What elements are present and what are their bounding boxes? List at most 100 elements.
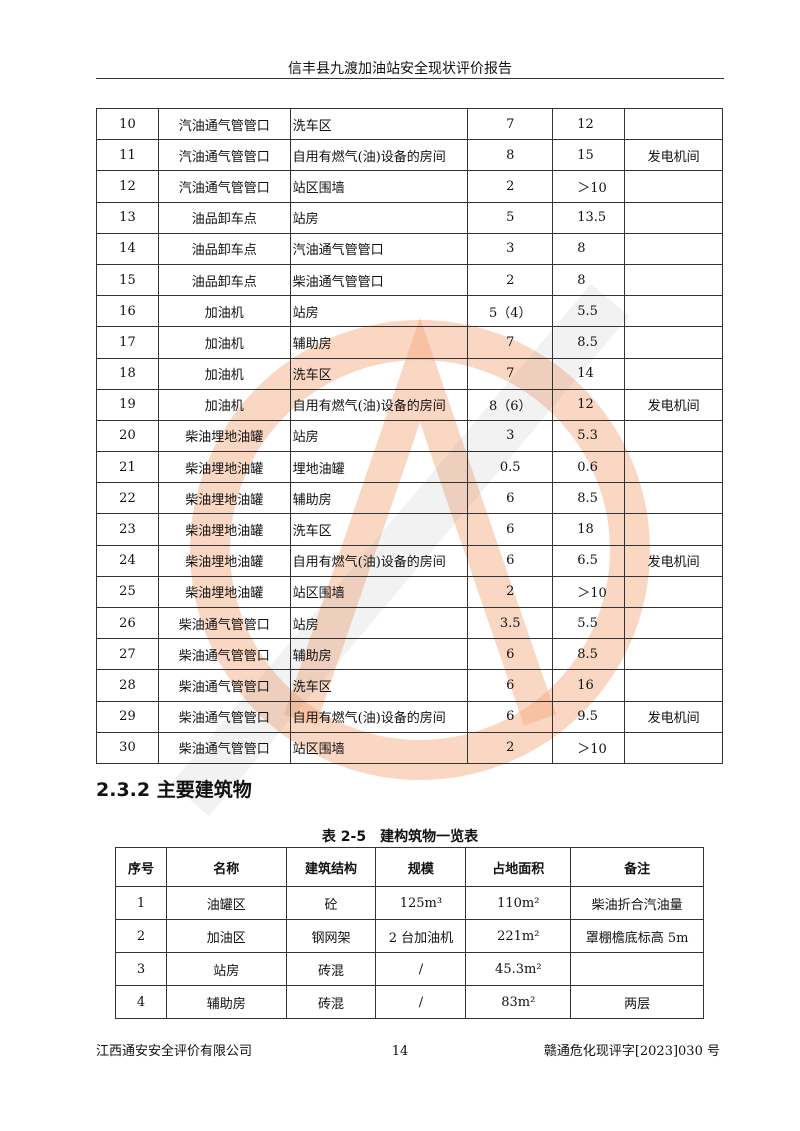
table-cell: 站房 [289, 201, 469, 234]
table-cell: 6 [467, 700, 554, 733]
table-cell: 埋地油罐 [289, 451, 469, 484]
table-cell: 18 [552, 513, 626, 546]
table-cell [624, 419, 723, 453]
table-cell: 2 [467, 731, 554, 764]
table-cell: / [375, 952, 467, 986]
table-cell [624, 575, 723, 609]
table-cell: 自用有燃气(油)设备的房间 [289, 388, 469, 421]
table-cell: 站房 [165, 952, 287, 986]
table-cell: 柴油通气管管口 [289, 263, 469, 297]
table-cell: 6 [467, 482, 554, 515]
table-cell: 18 [96, 357, 159, 390]
table-cell: 发电机间 [624, 700, 723, 733]
table-row: 22 柴油埋地油罐 辅助房 6 8.5 [96, 482, 723, 515]
table-cell: 5.3 [552, 419, 626, 453]
table-cell: 12 [552, 388, 626, 421]
table-cell: 自用有燃气(油)设备的房间 [289, 139, 469, 172]
table-cell: 汽油通气管管口 [157, 107, 291, 141]
table-cell: 辅助房 [289, 326, 469, 359]
table-cell: 柴油通气管管口 [157, 731, 291, 764]
table-row: 14 油品卸车点 汽油通气管管口 3 8 [96, 232, 723, 265]
distance-table: 10 汽油通气管管口 洗车区 7 12 11 汽油通气管管口 自用有燃气(油)设备的房间 8 15… [96, 107, 723, 764]
table-cell: 油品卸车点 [157, 263, 291, 297]
table-cell: 油罐区 [165, 886, 287, 920]
table-row: 23 柴油埋地油罐 洗车区 6 18 [96, 513, 723, 546]
section-heading: 2.3.2 主要建筑物 [96, 779, 252, 801]
table-cell: ＞10 [552, 731, 626, 764]
table-cell [624, 669, 723, 702]
table-cell: 辅助房 [165, 985, 287, 1019]
table-cell: 汽油通气管管口 [157, 170, 291, 203]
table-cell [624, 606, 723, 640]
table-cell: 29 [96, 700, 159, 733]
table-cell: 6 [467, 513, 554, 546]
table-cell: 8.5 [552, 638, 626, 671]
table-cell: 洗车区 [289, 513, 469, 546]
page-header: 信丰县九渡加油站安全现状评价报告 [288, 61, 512, 77]
table-cell: 柴油折合汽油量 [570, 886, 704, 920]
table-cell [570, 952, 704, 986]
table-cell: 站房 [289, 419, 469, 453]
table-cell: 辅助房 [289, 482, 469, 515]
footer-company: 江西通安安全评价有限公司 [96, 1044, 253, 1059]
table-cell: 8.5 [552, 326, 626, 359]
table-cell: 12 [96, 170, 159, 203]
table-cell: 汽油通气管管口 [289, 232, 469, 265]
table-cell: 3 [467, 232, 554, 265]
header-divider [96, 78, 724, 79]
table-cell [624, 170, 723, 203]
table-cell [624, 326, 723, 359]
table-cell: 28 [96, 669, 159, 702]
table-cell: 7 [467, 326, 554, 359]
table-cell: 6.5 [552, 544, 626, 577]
table-cell: 3 [115, 952, 167, 986]
column-header: 规模 [375, 847, 467, 887]
table-cell: 24 [96, 544, 159, 577]
table-row: 12 汽油通气管管口 站区围墙 2 ＞10 [96, 170, 723, 203]
table-cell: 23 [96, 513, 159, 546]
table-row: 20 柴油埋地油罐 站房 3 5.3 [96, 419, 723, 453]
table-cell: 6 [467, 544, 554, 577]
column-header: 建筑结构 [285, 847, 377, 887]
table-cell: 5.5 [552, 295, 626, 328]
table-cell: 8 [552, 232, 626, 265]
table-cell: 19 [96, 388, 159, 421]
table-cell: 25 [96, 575, 159, 609]
table-cell: 柴油埋地油罐 [157, 575, 291, 609]
table-cell: 9.5 [552, 700, 626, 733]
table-cell: 5.5 [552, 606, 626, 640]
table-cell: 加油机 [157, 388, 291, 421]
table-cell: 83m² [465, 985, 572, 1019]
table-cell: 柴油通气管管口 [157, 606, 291, 640]
table-row: 24 柴油埋地油罐 自用有燃气(油)设备的房间 6 6.5 发电机间 [96, 544, 723, 577]
table-row: 30 柴油通气管管口 站区围墙 2 ＞10 [96, 731, 723, 764]
table-cell: 加油区 [165, 919, 287, 953]
table-cell: 柴油埋地油罐 [157, 419, 291, 453]
table-cell: 6 [467, 669, 554, 702]
table-cell: 16 [96, 295, 159, 328]
table-cell: 柴油埋地油罐 [157, 482, 291, 515]
column-header: 序号 [115, 847, 167, 887]
table-cell: 柴油通气管管口 [157, 700, 291, 733]
table-cell: 27 [96, 638, 159, 671]
table-cell: 2 [467, 575, 554, 609]
table-row: 18 加油机 洗车区 7 14 [96, 357, 723, 390]
table-cell [624, 107, 723, 141]
table-cell: 洗车区 [289, 357, 469, 390]
table-row: 11 汽油通气管管口 自用有燃气(油)设备的房间 8 15 发电机间 [96, 139, 723, 172]
table-cell: / [375, 985, 467, 1019]
table-cell [624, 482, 723, 515]
table-cell [624, 451, 723, 484]
table-cell: 柴油埋地油罐 [157, 544, 291, 577]
table-cell: 站区围墙 [289, 731, 469, 764]
table-cell: 26 [96, 606, 159, 640]
table-cell: 12 [552, 107, 626, 141]
buildings-table: 序号 名称 建筑结构 规模 占地面积 备注 1 油罐区砼 125m³ 110m² 柴油折合汽油量 2… [115, 847, 704, 1019]
table-cell: 8 [467, 139, 554, 172]
table-cell: 两层 [570, 985, 704, 1019]
table-cell: 8（6） [467, 388, 554, 421]
table-cell: 钢网架 [285, 919, 377, 953]
table-cell: 柴油通气管管口 [157, 638, 291, 671]
table-cell: 0.5 [467, 451, 554, 484]
table-cell: 柴油埋地油罐 [157, 513, 291, 546]
